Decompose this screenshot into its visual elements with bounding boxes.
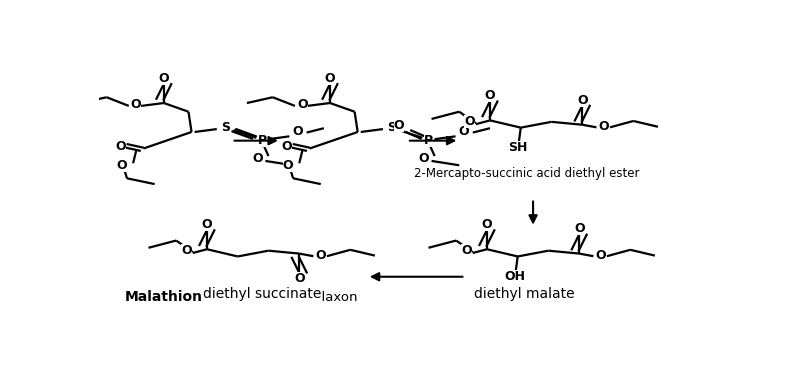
Text: diethyl succinate: diethyl succinate	[203, 287, 322, 301]
Text: O: O	[599, 120, 609, 133]
Text: P: P	[258, 133, 267, 147]
Text: O: O	[283, 159, 294, 172]
Text: O: O	[482, 218, 492, 231]
Text: O: O	[293, 126, 303, 138]
Text: O: O	[282, 140, 292, 153]
Text: 2-Mercapto-succinic acid diethyl ester: 2-Mercapto-succinic acid diethyl ester	[414, 167, 640, 180]
Text: O: O	[117, 159, 127, 172]
Text: O: O	[115, 140, 126, 153]
Text: O: O	[577, 94, 588, 107]
Text: O: O	[459, 126, 469, 138]
Text: P: P	[424, 133, 433, 147]
Text: O: O	[461, 244, 472, 257]
Text: S: S	[221, 121, 230, 134]
Text: O: O	[252, 152, 263, 165]
Text: O: O	[484, 89, 495, 102]
Text: O: O	[394, 119, 404, 132]
Text: O: O	[325, 72, 335, 85]
Text: O: O	[297, 98, 307, 111]
Text: O: O	[181, 244, 192, 257]
Text: SH: SH	[508, 141, 527, 155]
Text: O: O	[315, 249, 326, 262]
Text: O: O	[131, 98, 141, 111]
Text: O: O	[159, 72, 169, 85]
Text: diethyl malate: diethyl malate	[473, 287, 574, 301]
Text: O: O	[294, 272, 305, 285]
Text: OH: OH	[504, 270, 525, 283]
Text: O: O	[574, 223, 584, 235]
Text: Malaxon: Malaxon	[303, 291, 358, 303]
Text: O: O	[596, 249, 606, 262]
Text: Malathion: Malathion	[125, 290, 202, 304]
Text: O: O	[418, 152, 429, 165]
Text: S: S	[387, 121, 396, 134]
Text: O: O	[464, 115, 475, 128]
Text: O: O	[202, 218, 212, 231]
